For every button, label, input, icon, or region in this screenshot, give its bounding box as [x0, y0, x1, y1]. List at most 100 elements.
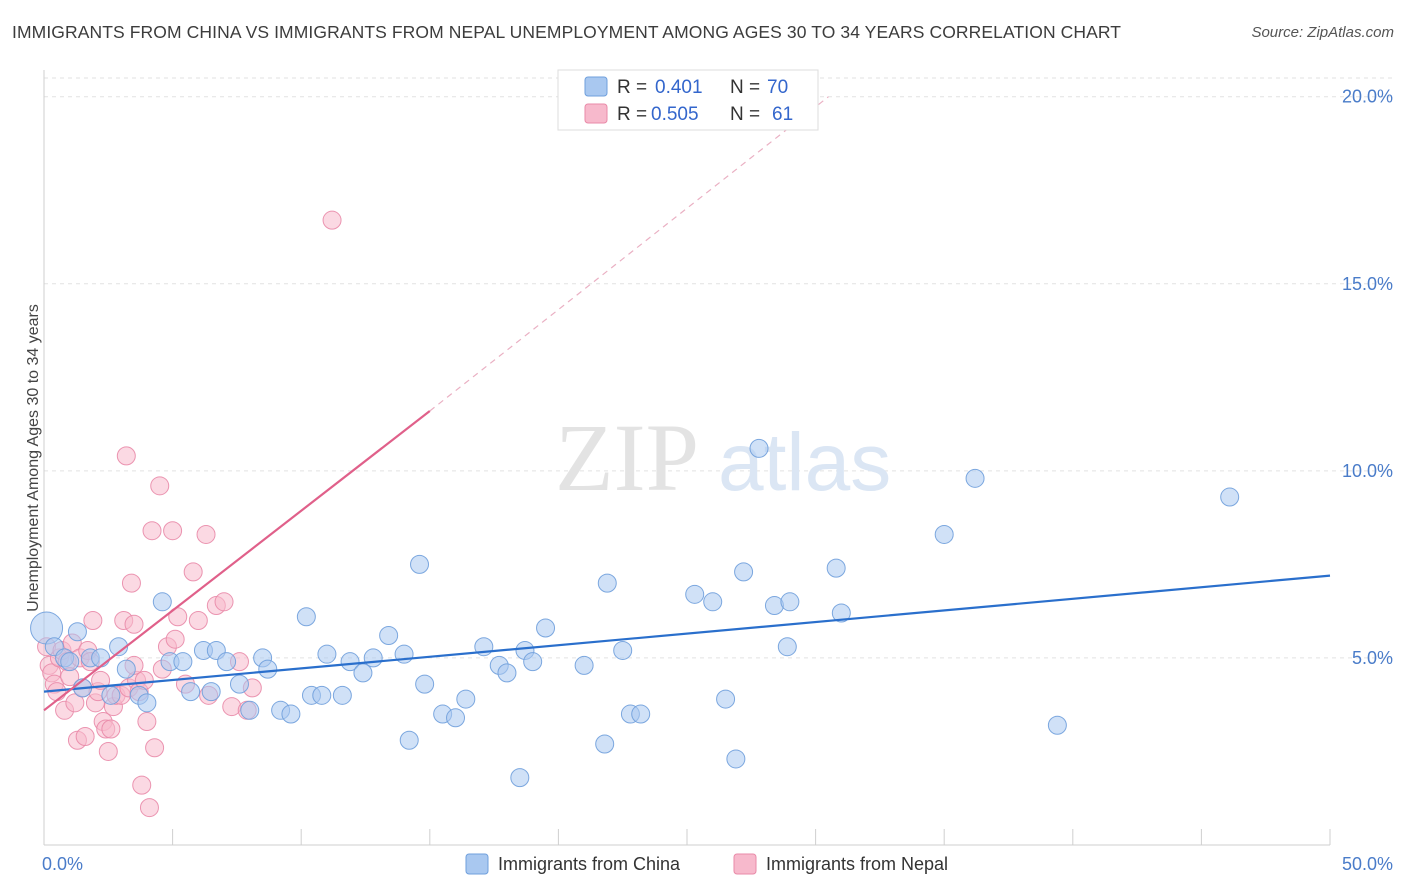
y-tick-label: 20.0% — [1342, 87, 1393, 107]
china-point — [536, 618, 556, 638]
source-label: Source: ZipAtlas.com — [1251, 24, 1394, 41]
nepal-point — [196, 524, 216, 544]
china-point — [1047, 715, 1067, 735]
china-point — [181, 682, 201, 702]
china-point — [595, 734, 615, 754]
nepal-point — [65, 693, 85, 713]
china-trendline — [43, 574, 1331, 693]
nepal-point — [145, 738, 165, 758]
china-points — [30, 438, 1240, 788]
china-point — [353, 663, 373, 683]
china-point — [201, 682, 221, 702]
nepal-point — [137, 712, 157, 732]
y-axis-label: Unemployment Among Ages 30 to 34 years — [25, 304, 42, 612]
legend-n-label-nepal: N = — [730, 104, 760, 125]
china-point — [780, 592, 800, 612]
legend-n-value-china: 70 — [767, 77, 788, 98]
bottom-legend: Immigrants from China Immigrants from Ne… — [465, 853, 948, 875]
china-point — [152, 592, 172, 612]
bottom-legend-swatch-china — [465, 853, 489, 875]
china-point — [597, 573, 617, 593]
china-point — [965, 468, 985, 488]
nepal-point — [139, 798, 159, 818]
china-point — [137, 693, 157, 713]
china-point — [574, 655, 594, 675]
watermark: ZIP atlas — [555, 404, 891, 511]
nepal-point — [165, 629, 185, 649]
nepal-point — [150, 476, 170, 496]
china-point — [510, 768, 530, 788]
nepal-point — [98, 741, 118, 761]
legend: R = 0.401 N = 70 R = 0.505 N = 61 — [557, 69, 819, 131]
legend-r-value-nepal: 0.505 — [651, 104, 699, 125]
legend-r-label-china: R = — [617, 77, 647, 98]
china-point — [363, 648, 383, 668]
china-point — [703, 592, 723, 612]
china-point — [685, 584, 705, 604]
legend-n-label-china: N = — [730, 77, 760, 98]
nepal-point — [83, 611, 103, 631]
china-point — [726, 749, 746, 769]
china-point — [734, 562, 754, 582]
china-point — [415, 674, 435, 694]
chart-title: IMMIGRANTS FROM CHINA VS IMMIGRANTS FROM… — [12, 22, 1122, 42]
china-point — [60, 652, 80, 672]
china-point — [340, 652, 360, 672]
nepal-point — [183, 562, 203, 582]
nepal-point — [132, 775, 152, 795]
china-point — [831, 603, 851, 623]
china-point — [497, 663, 517, 683]
watermark-atlas: atlas — [718, 417, 891, 508]
china-point — [281, 704, 301, 724]
nepal-point — [322, 210, 342, 230]
china-point — [456, 689, 476, 709]
china-point — [240, 700, 260, 720]
y-tick-label: 10.0% — [1342, 461, 1393, 481]
legend-n-value-nepal: 61 — [772, 104, 793, 125]
nepal-point — [214, 592, 234, 612]
nepal-point — [163, 521, 183, 541]
china-point — [312, 685, 332, 705]
china-point — [1220, 487, 1240, 507]
china-point — [217, 652, 237, 672]
legend-r-value-china: 0.401 — [655, 77, 703, 98]
nepal-point — [124, 614, 144, 634]
legend-swatch-china — [584, 76, 608, 97]
china-point — [258, 659, 278, 679]
china-point — [116, 659, 136, 679]
nepal-point — [121, 573, 141, 593]
y-tick-labels: 5.0% 10.0% 15.0% 20.0% — [1342, 87, 1393, 668]
x-tick-label-max: 50.0% — [1342, 854, 1393, 874]
china-point — [67, 622, 87, 642]
china-point — [296, 607, 316, 627]
china-point — [777, 637, 797, 657]
bottom-legend-swatch-nepal — [733, 853, 757, 875]
nepal-trendline — [43, 410, 431, 712]
nepal-trendline-extension — [429, 96, 829, 412]
x-ticks — [43, 829, 1331, 845]
china-point — [613, 640, 633, 660]
legend-r-label-nepal: R = — [617, 104, 647, 125]
legend-swatch-nepal — [584, 103, 608, 124]
nepal-point — [91, 670, 111, 690]
trendlines — [43, 96, 1331, 712]
y-tick-label: 5.0% — [1352, 648, 1393, 668]
china-point — [379, 625, 399, 645]
china-point — [317, 644, 337, 664]
china-point — [934, 524, 954, 544]
china-point — [631, 704, 651, 724]
grid-lines — [44, 77, 1395, 659]
nepal-point — [188, 611, 208, 631]
china-point — [173, 652, 193, 672]
china-point — [749, 438, 769, 458]
nepal-point — [116, 446, 136, 466]
china-point — [332, 685, 352, 705]
china-point — [399, 730, 419, 750]
china-point — [826, 558, 846, 578]
bottom-legend-label-nepal: Immigrants from Nepal — [766, 854, 948, 874]
china-point — [716, 689, 736, 709]
y-tick-label: 15.0% — [1342, 274, 1393, 294]
china-point — [523, 652, 543, 672]
china-point — [101, 685, 121, 705]
